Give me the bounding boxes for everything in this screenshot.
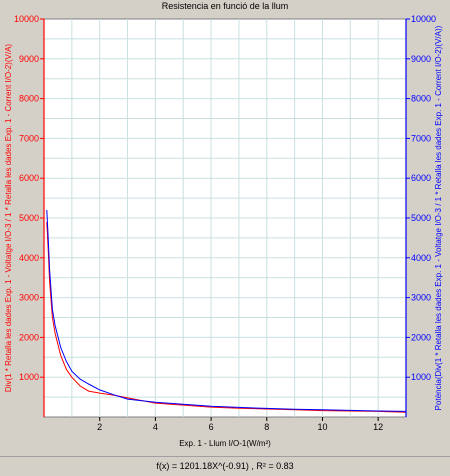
right-y-axis: 1000 2000 3000 4000 5000 6000 7000 8000 9000 1000… — [406, 14, 436, 382]
left-y-axis-label: Div(1 * Retalla les dades Exp. 1 - Volta… — [4, 44, 13, 392]
left-y-tick-label: 8000 — [19, 94, 39, 104]
grid-lines — [44, 19, 406, 417]
left-y-tick-label: 3000 — [19, 293, 39, 303]
chart-canvas[interactable]: 1000 2000 3000 4000 5000 6000 7000 8000 9000 1000… — [0, 0, 450, 456]
right-y-tick-label: 8000 — [411, 94, 431, 104]
left-y-tick-label: 5000 — [19, 213, 39, 223]
right-y-tick-label: 10000 — [411, 14, 436, 24]
right-y-tick-label: 2000 — [411, 332, 431, 342]
chart-title: Resistencia en funció de la llum — [161, 1, 289, 11]
x-tick-label: 12 — [373, 422, 383, 432]
left-y-tick-label: 7000 — [19, 133, 39, 143]
right-y-tick-label: 3000 — [411, 293, 431, 303]
left-y-tick-label: 10000 — [14, 14, 39, 24]
left-y-tick-label: 9000 — [19, 54, 39, 64]
left-y-tick-label: 1000 — [19, 372, 39, 382]
x-tick-label: 10 — [317, 422, 327, 432]
left-y-tick-label: 4000 — [19, 253, 39, 263]
right-y-tick-label: 6000 — [411, 173, 431, 183]
x-tick-label: 8 — [264, 422, 269, 432]
right-y-axis-label: Potència(Div(1 * Retalla les dades Exp. … — [434, 25, 443, 410]
series-line-2 — [46, 209, 407, 412]
x-tick-label: 6 — [209, 422, 214, 432]
left-y-axis: 1000 2000 3000 4000 5000 6000 7000 8000 9000 1000… — [14, 14, 44, 382]
left-y-tick-label: 2000 — [19, 332, 39, 342]
x-tick-label: 2 — [97, 422, 102, 432]
right-y-tick-label: 4000 — [411, 253, 431, 263]
right-y-tick-label: 1000 — [411, 372, 431, 382]
x-tick-label: 4 — [153, 422, 158, 432]
right-y-tick-label: 9000 — [411, 54, 431, 64]
fit-equation-bar: f(x) = 1201.18X^(-0.91) , R² = 0.83 — [0, 456, 450, 476]
fit-equation: f(x) = 1201.18X^(-0.91) , R² = 0.83 — [156, 461, 294, 471]
x-axis-label: Exp. 1 - Llum I/O-1(W/m²) — [179, 439, 271, 448]
left-y-tick-label: 6000 — [19, 173, 39, 183]
x-axis: 2 4 6 8 10 12 — [97, 417, 383, 432]
right-y-tick-label: 5000 — [411, 213, 431, 223]
right-y-tick-label: 7000 — [411, 133, 431, 143]
series-group — [46, 209, 407, 413]
